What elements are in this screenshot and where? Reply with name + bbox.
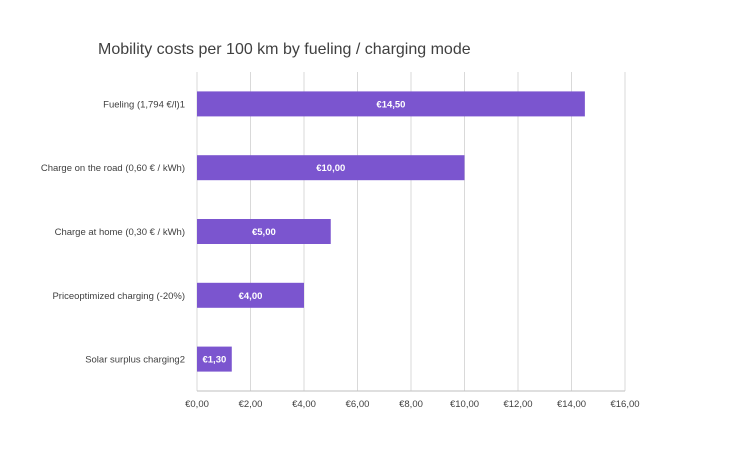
data-labels: €14,50 €10,00 €5,00 €4,00 €1,30 [202,99,405,365]
x-tick-label: €10,00 [450,399,479,410]
x-tick-label: €0,00 [185,399,209,410]
data-label: €14,50 [376,99,405,110]
category-labels: Fueling (1,794 €/l)1 Charge on the road (… [41,99,185,365]
gridlines [196,72,626,392]
category-label: Charge on the road (0,60 € / kWh) [41,163,185,174]
bar [197,219,331,244]
x-tick-label: €2,00 [239,399,263,410]
category-label: Fueling (1,794 €/l)1 [103,99,185,110]
x-tick-label: €4,00 [292,399,316,410]
data-label: €4,00 [239,291,263,302]
category-label: Solar surplus charging2 [85,355,185,366]
category-label: Charge at home (0,30 € / kWh) [55,227,185,238]
x-tick-label: €6,00 [346,399,370,410]
bar [197,155,465,181]
data-label: €1,30 [202,355,226,366]
bar [197,346,232,372]
x-axis-tick-labels: €0,00 €2,00 €4,00 €6,00 €8,00 €10,00 €12,00 €14… [185,399,639,410]
data-label: €10,00 [316,163,345,174]
x-tick-label: €12,00 [503,399,532,410]
data-label: €5,00 [252,227,276,238]
bars [197,91,585,372]
bar [197,282,304,308]
category-label: Priceoptimized charging (-20%) [52,291,185,302]
chart-title: Mobility costs per 100 km by fueling / c… [98,41,471,58]
x-tick-label: €8,00 [399,399,423,410]
x-tick-label: €16,00 [610,399,639,410]
bar [197,91,585,117]
x-tick-label: €14,00 [557,399,586,410]
